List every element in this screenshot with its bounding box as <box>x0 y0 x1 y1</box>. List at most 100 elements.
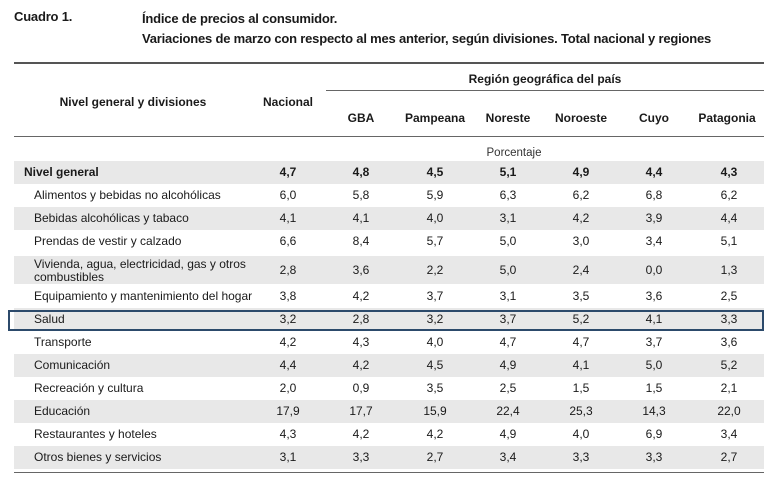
cell-value: 2,2 <box>426 263 444 277</box>
cell-value: 3,0 <box>572 234 590 248</box>
cell-value: 4,3 <box>720 165 738 179</box>
cell-value: 5,2 <box>720 358 738 372</box>
cell-value: 22,0 <box>717 404 741 418</box>
col-header-noreste: Noreste <box>485 111 531 125</box>
cell-value: 4,1 <box>279 211 297 225</box>
cell-value: 5,1 <box>720 234 738 248</box>
cell-value: 25,3 <box>569 404 593 418</box>
table-row: Recreación y cultura 2,0 0,9 3,5 2,5 1,5 1,5 2,… <box>14 377 764 400</box>
col-header-gba: GBA <box>347 111 375 125</box>
cell-value: 2,8 <box>279 263 297 277</box>
cell-value: 2,5 <box>499 381 517 395</box>
table-row: Equipamiento y mantenimiento del hogar 3,… <box>14 285 764 308</box>
cell-value: 4,7 <box>572 335 590 349</box>
cell-value: 4,4 <box>720 211 738 225</box>
col-header-patagonia: Patagonia <box>698 111 756 125</box>
cell-value: 5,1 <box>499 165 517 179</box>
table-row: Vivienda, agua, electricidad, gas y otro… <box>14 256 764 284</box>
cell-value: 6,2 <box>720 188 738 202</box>
row-label: Equipamiento y mantenimiento del hogar <box>34 289 253 303</box>
cell-value: 14,3 <box>642 404 666 418</box>
table-row: Transporte 4,2 4,3 4,0 4,7 4,7 3,7 3,6 <box>14 331 764 354</box>
table-row-total: Nivel general 4,7 4,8 4,5 5,1 4,9 4,4 4,3 <box>14 161 764 184</box>
cell-value: 2,7 <box>426 450 444 464</box>
cell-value: 4,5 <box>426 165 444 179</box>
region-underline <box>326 90 764 91</box>
cell-value: 3,6 <box>720 335 738 349</box>
cell-value: 5,0 <box>499 263 517 277</box>
cell-value: 4,3 <box>279 427 297 441</box>
row-label: Otros bienes y servicios <box>34 450 162 464</box>
row-label: Alimentos y bebidas no alcohólicas <box>34 188 221 202</box>
row-label: Recreación y cultura <box>34 381 144 395</box>
cell-value: 1,5 <box>572 381 590 395</box>
cell-value: 22,4 <box>496 404 520 418</box>
cell-value: 3,4 <box>499 450 517 464</box>
cell-value: 6,0 <box>279 188 297 202</box>
cell-value: 6,9 <box>645 427 663 441</box>
cell-value: 5,7 <box>426 234 444 248</box>
header-rule <box>14 136 764 137</box>
cell-value: 3,7 <box>426 289 444 303</box>
cell-value: 4,3 <box>352 335 370 349</box>
row-label: Bebidas alcohólicas y tabaco <box>34 211 189 225</box>
cell-value: 4,7 <box>279 165 297 179</box>
cell-value: 4,9 <box>499 358 517 372</box>
cell-value: 4,4 <box>645 165 663 179</box>
cell-value: 3,3 <box>720 312 738 326</box>
cell-value: 3,3 <box>645 450 663 464</box>
cell-value: 3,4 <box>645 234 663 248</box>
cell-value: 4,1 <box>645 312 663 326</box>
cell-value: 6,8 <box>645 188 663 202</box>
table-row: Prendas de vestir y calzado 6,6 8,4 5,7 5,0 3… <box>14 230 764 253</box>
cell-value: 2,4 <box>572 263 590 277</box>
row-label: Vivienda, agua, electricidad, gas y otro… <box>34 257 246 284</box>
cell-value: 4,2 <box>426 427 444 441</box>
row-label: Salud <box>34 312 65 326</box>
row-highlight-box <box>8 310 764 331</box>
cell-value: 2,0 <box>279 381 297 395</box>
cell-value: 4,2 <box>352 358 370 372</box>
cell-value: 5,2 <box>572 312 590 326</box>
cell-value: 4,0 <box>572 427 590 441</box>
col-header-cuyo: Cuyo <box>639 111 669 125</box>
cell-value: 5,0 <box>499 234 517 248</box>
cell-value: 1,3 <box>720 263 738 277</box>
table-row: Bebidas alcohólicas y tabaco 4,1 4,1 4,0 3,1… <box>14 207 764 230</box>
cell-value: 0,0 <box>645 263 663 277</box>
col-header-noroeste: Noroeste <box>554 111 607 125</box>
col-header-pampeana: Pampeana <box>404 111 466 125</box>
cell-value: 6,3 <box>499 188 517 202</box>
cell-value: 5,8 <box>352 188 370 202</box>
cell-value: 15,9 <box>423 404 447 418</box>
cell-value: 3,5 <box>572 289 590 303</box>
cell-value: 0,9 <box>352 381 370 395</box>
cell-value: 3,1 <box>279 450 297 464</box>
row-label: Educación <box>34 404 91 418</box>
col-header-label: Nivel general y divisiones <box>59 95 207 109</box>
table-row: Alimentos y bebidas no alcohólicas 6,0 5,8… <box>14 184 764 207</box>
cell-value: 4,2 <box>279 335 297 349</box>
title-line-2: Variaciones de marzo con respecto al mes… <box>142 31 712 46</box>
table-row: Educación 17,9 17,7 15,9 22,4 25,3 14,3 22,0 <box>14 400 764 423</box>
cell-value: 4,8 <box>352 165 370 179</box>
cell-value: 4,2 <box>572 211 590 225</box>
cell-value: 4,1 <box>352 211 370 225</box>
cell-value: 3,9 <box>645 211 663 225</box>
cell-value: 2,7 <box>720 450 738 464</box>
row-label: Transporte <box>34 335 92 349</box>
title-line-1: Índice de precios al consumidor. <box>142 11 338 26</box>
cell-value: 2,5 <box>720 289 738 303</box>
cell-value: 3,8 <box>279 289 297 303</box>
cell-value: 4,4 <box>279 358 297 372</box>
cell-value: 8,4 <box>352 234 370 248</box>
cell-value: 3,2 <box>279 312 297 326</box>
cell-value: 4,0 <box>426 211 444 225</box>
unit-label: Porcentaje <box>486 147 542 159</box>
cell-value: 17,9 <box>276 404 300 418</box>
cell-value: 3,1 <box>499 289 517 303</box>
col-header-national: Nacional <box>262 95 313 109</box>
cell-value: 3,1 <box>499 211 517 225</box>
bottom-rule <box>14 472 764 473</box>
cell-value: 3,2 <box>426 312 444 326</box>
